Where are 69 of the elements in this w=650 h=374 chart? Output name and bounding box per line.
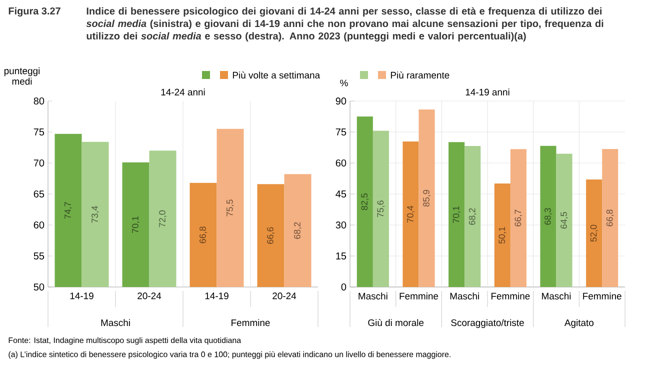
y-axis-title: punteggi medi [4, 67, 40, 85]
text: Agitato [564, 319, 594, 328]
y-tick-label: 55 [34, 252, 44, 260]
legend-label: Più raramente [390, 71, 450, 79]
bar [448, 142, 465, 287]
data-label: 52,0 [590, 224, 598, 242]
data-label: 70,1 [132, 216, 140, 233]
bar [602, 148, 618, 287]
y-tick-label: 60 [336, 159, 346, 167]
y-tick-label: 45 [336, 190, 346, 198]
bar [510, 149, 526, 287]
x-tick-label: Maschi [450, 292, 479, 300]
data-label: 85,9 [423, 190, 430, 207]
data-label: 66,8 [200, 226, 207, 244]
text: Indice di benessere psicologico dei giovani di 14-24 anni per sesso, classe di età e frequenza di utilizzo dei social media (sinistra) e giovani di 14-19 anni che non provano mai alcune sensazioni per tipo, frequenza di utilizzo dei social media e sesso (destra). Anno 2023 (punteggi medi e valori percentuali)(a) [86, 7, 604, 42]
data-label: 74,7 [64, 202, 72, 219]
text: Maschi [101, 319, 130, 326]
y-tick-label: 90 [336, 97, 346, 105]
data-label: 68,2 [294, 222, 302, 239]
x-tick-label: 14-19 [70, 292, 94, 300]
y-tick-label: 75 [336, 128, 346, 136]
data-label: 66,7 [514, 210, 522, 226]
data-label: 68,3 [544, 208, 552, 225]
bar [402, 142, 419, 287]
data-label: 50,1 [498, 226, 506, 244]
y-tick-label: 60 [34, 221, 44, 229]
y-tick-label: 30 [336, 221, 346, 229]
bar [372, 130, 389, 287]
x-tick-label: Femmine [583, 292, 622, 300]
text: Scoraggiato/triste [451, 319, 524, 328]
bar [540, 146, 556, 287]
x-tick-label: Maschi [358, 292, 388, 300]
chart-title: 14-19 anni [466, 88, 510, 96]
chart-title: 14-24 anni [161, 88, 205, 96]
bar [464, 146, 481, 287]
data-label: 82,5 [361, 193, 369, 210]
data-label: 64,5 [560, 212, 568, 229]
text: Figura 3.27 [8, 7, 60, 17]
x-tick-label: 14-19 [205, 292, 228, 300]
data-label: 70,4 [407, 206, 414, 223]
bar [586, 180, 602, 287]
data-label: 68,2 [468, 208, 476, 225]
bar [356, 116, 373, 287]
y-tick-label: 65 [34, 190, 44, 198]
data-label: 73,4 [92, 206, 99, 223]
data-label: 66,6 [267, 227, 274, 244]
legend-label: Più volte a settimana [232, 71, 320, 79]
y-tick-label: 70 [34, 159, 44, 167]
data-label: 75,5 [226, 200, 234, 216]
y-tick-label: 80 [34, 97, 44, 105]
text: Femmine [232, 319, 270, 326]
bar [418, 109, 435, 287]
x-tick-label: Femmine [400, 292, 438, 300]
y-tick-label: 15 [336, 252, 346, 260]
x-tick-label: Femmine [491, 292, 530, 300]
y-tick-label: 50 [34, 283, 44, 291]
x-tick-label: 20-24 [272, 292, 296, 300]
data-label: 72,0 [159, 210, 166, 228]
y-axis-title: % [340, 80, 348, 86]
y-tick-label: 75 [34, 128, 44, 136]
data-label: 75,6 [377, 200, 385, 218]
bar [494, 183, 510, 287]
data-label: 70,1 [452, 206, 460, 223]
data-label: 66,8 [606, 210, 614, 226]
x-tick-label: Maschi [542, 292, 571, 300]
bar [556, 154, 572, 287]
x-tick-label: 20-24 [138, 292, 162, 300]
text: Giù di morale [368, 319, 424, 326]
y-tick-label: 0 [341, 283, 346, 291]
